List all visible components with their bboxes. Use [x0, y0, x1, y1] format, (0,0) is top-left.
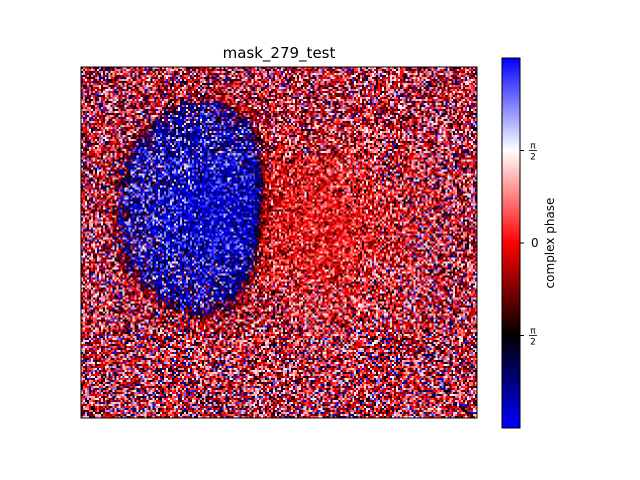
colorbar-tick-label-numerator: π	[530, 327, 536, 337]
colorbar-tick-label-numerator: π	[530, 141, 536, 151]
heatmap-frame	[80, 66, 478, 419]
chart-title: mask_279_test	[223, 44, 336, 63]
colorbar-tick-label-denominator: 2	[530, 338, 536, 348]
colorbar-tick-label: 0	[531, 236, 539, 250]
phase-heatmap	[81, 67, 477, 418]
colorbar-tick-label-denominator: 2	[530, 152, 536, 162]
colorbar-label: complex phase	[543, 198, 557, 289]
heatmap-area	[80, 66, 478, 419]
colorbar-gradient	[501, 57, 521, 429]
